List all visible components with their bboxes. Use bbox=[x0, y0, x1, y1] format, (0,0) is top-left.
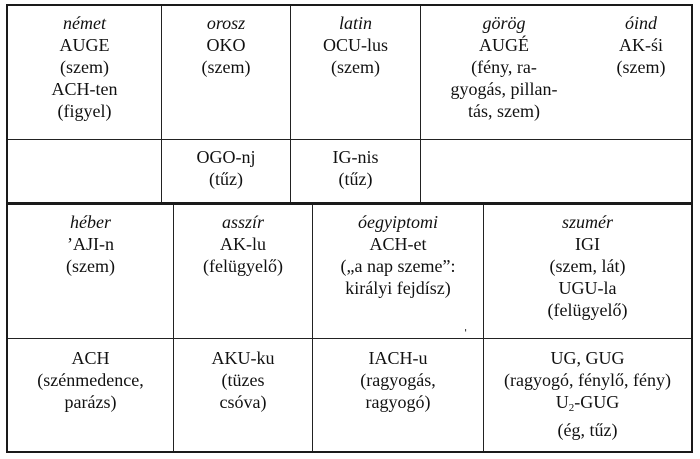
cell-gorog: görög AUGÉ (fény, ra- gyogás, pillan- tá… bbox=[429, 12, 579, 122]
gloss: (tűz) bbox=[291, 168, 420, 190]
gloss: (tűz) bbox=[162, 168, 290, 190]
language-label: héber bbox=[8, 211, 173, 233]
cell-szumer: szumér IGI (szem, lát) UGU-la (felügyelő… bbox=[484, 205, 691, 338]
cell-heber-2: ACH (szénmedence, parázs) bbox=[8, 339, 174, 451]
word-form: OKO bbox=[162, 34, 290, 56]
gloss: parázs) bbox=[8, 391, 173, 413]
gloss: (fény, ra- bbox=[429, 56, 579, 78]
gloss: királyi fejdísz) bbox=[313, 277, 483, 299]
formula-rest: -GUG bbox=[574, 392, 619, 412]
word-form: ACH bbox=[8, 347, 173, 369]
word-form: AKU-ku bbox=[174, 347, 312, 369]
gloss: (figyel) bbox=[8, 100, 161, 122]
cell-szumer-2: UG, GUG (ragyogó, fénylő, fény) U2-GUG (… bbox=[484, 339, 691, 451]
gloss: (szénmedence, bbox=[8, 369, 173, 391]
language-label: görög bbox=[429, 12, 579, 34]
gloss: ragyogó) bbox=[313, 391, 483, 413]
word-form: AK-lu bbox=[174, 233, 312, 255]
language-label: német bbox=[8, 12, 161, 34]
language-label: orosz bbox=[162, 12, 290, 34]
word-form: ’AJI-n bbox=[8, 233, 173, 255]
formula-base: U bbox=[556, 392, 569, 412]
word-form: UGU-la bbox=[484, 277, 691, 299]
word-form: IGI bbox=[484, 233, 691, 255]
language-label: szumér bbox=[484, 211, 691, 233]
cell-asszir-2: AKU-ku (tüzes csóva) bbox=[174, 339, 313, 451]
lower-second-row: ACH (szénmedence, parázs) AKU-ku (tüzes … bbox=[8, 339, 691, 451]
word-form: AK-śi bbox=[599, 34, 683, 56]
gloss: (szem) bbox=[8, 255, 173, 277]
language-label: óind bbox=[599, 12, 683, 34]
cell-orosz-2: OGO-nj (tűz) bbox=[162, 140, 291, 202]
language-label: latin bbox=[291, 12, 420, 34]
gloss: („a nap szeme”: bbox=[313, 255, 483, 277]
gloss: (ragyogó, fénylő, fény) bbox=[484, 369, 691, 391]
cell-nemet: német AUGE (szem) ACH-ten (figyel) bbox=[8, 6, 162, 139]
gloss: (ragyogás, bbox=[313, 369, 483, 391]
gloss: (szem, lát) bbox=[484, 255, 691, 277]
gloss: (szem) bbox=[8, 56, 161, 78]
cell-oind: óind AK-śi (szem) bbox=[599, 12, 683, 78]
word-form: ACH-ten bbox=[8, 78, 161, 100]
word-form: ACH-et bbox=[313, 233, 483, 255]
cell-empty bbox=[8, 140, 162, 202]
language-label: óegyiptomi bbox=[313, 211, 483, 233]
gloss: (szem) bbox=[599, 56, 683, 78]
word-form: IACH-u bbox=[313, 347, 483, 369]
gloss: (ég, tűz) bbox=[484, 419, 691, 441]
cell-gorog-oind: görög AUGÉ (fény, ra- gyogás, pillan- tá… bbox=[421, 6, 691, 139]
word-form: AUGÉ bbox=[429, 34, 579, 56]
lower-header-row: héber ’AJI-n (szem) asszír AK-lu (felügy… bbox=[8, 205, 691, 339]
cell-heber: héber ’AJI-n (szem) bbox=[8, 205, 174, 338]
gloss: (felügyelő) bbox=[484, 299, 691, 321]
gloss: (szem) bbox=[162, 56, 290, 78]
cell-oegyiptomi: óegyiptomi ACH-et („a nap szeme”: király… bbox=[313, 205, 484, 338]
gloss: (szem) bbox=[291, 56, 420, 78]
upper-header-row: német AUGE (szem) ACH-ten (figyel) orosz… bbox=[8, 6, 691, 140]
lower-table: héber ’AJI-n (szem) asszír AK-lu (felügy… bbox=[8, 205, 691, 451]
gloss: (felügyelő) bbox=[174, 255, 312, 277]
word-form: AUGE bbox=[8, 34, 161, 56]
word-form: IG-nis bbox=[291, 146, 420, 168]
gloss: csóva) bbox=[174, 391, 312, 413]
cell-empty bbox=[421, 140, 691, 202]
word-form: UG, GUG bbox=[484, 347, 691, 369]
cell-latin-2: IG-nis (tűz) bbox=[291, 140, 421, 202]
gloss: gyogás, pillan- bbox=[429, 78, 579, 100]
word-form-subscript: U2-GUG bbox=[484, 391, 691, 419]
cell-oegyiptomi-2: IACH-u (ragyogás, ragyogó) bbox=[313, 339, 484, 451]
upper-second-row: OGO-nj (tűz) IG-nis (tűz) bbox=[8, 140, 691, 202]
cell-asszir: asszír AK-lu (felügyelő) bbox=[174, 205, 313, 338]
word-form: OGO-nj bbox=[162, 146, 290, 168]
gloss: tás, szem) bbox=[429, 100, 579, 122]
upper-table: német AUGE (szem) ACH-ten (figyel) orosz… bbox=[8, 6, 691, 202]
stray-mark: ˌ bbox=[463, 313, 468, 335]
cell-latin: latin OCU-lus (szem) bbox=[291, 6, 421, 139]
etymology-table: német AUGE (szem) ACH-ten (figyel) orosz… bbox=[6, 4, 693, 453]
gloss: (tüzes bbox=[174, 369, 312, 391]
word-form: OCU-lus bbox=[291, 34, 420, 56]
cell-orosz: orosz OKO (szem) bbox=[162, 6, 291, 139]
language-label: asszír bbox=[174, 211, 312, 233]
